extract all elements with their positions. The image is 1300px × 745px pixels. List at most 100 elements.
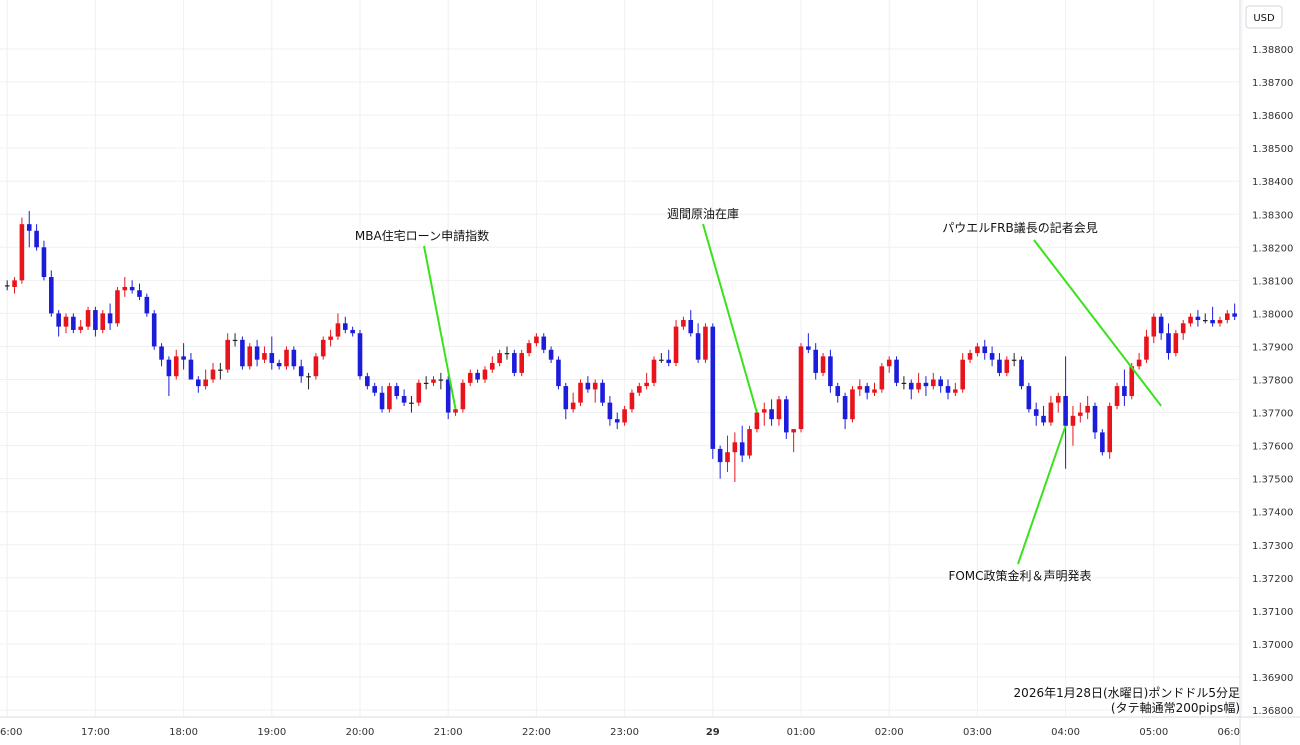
candle [1122, 369, 1127, 406]
candle [262, 346, 267, 363]
price-tick-label: 1.38800 [1252, 45, 1293, 56]
candle [541, 333, 547, 354]
candle-body [269, 353, 275, 363]
candle-body [975, 346, 980, 354]
candle-body [923, 382, 929, 387]
candle [93, 306, 98, 337]
price-tick-label: 1.37800 [1252, 376, 1293, 387]
candle [210, 362, 216, 383]
time-tick-label: 19:00 [257, 727, 286, 738]
annotation-pointer [702, 223, 758, 413]
candle [894, 356, 899, 387]
event-annotation: MBA住宅ローン申請指数 [355, 228, 489, 410]
candle-body [129, 286, 135, 291]
event-annotation: 週間原油在庫 [667, 207, 758, 413]
candle-body [188, 359, 194, 380]
candle-body [960, 359, 965, 390]
candle [776, 396, 782, 426]
candle-body [63, 316, 69, 327]
candle-body [19, 224, 25, 281]
candle [63, 313, 69, 334]
candle-body [534, 336, 539, 344]
currency-badge[interactable]: USD [1245, 5, 1283, 29]
candle [1085, 396, 1090, 420]
candle-body [56, 313, 61, 327]
candle-body [504, 353, 510, 355]
candle-body [262, 353, 267, 360]
candle [1078, 402, 1083, 423]
candle-body [379, 392, 385, 410]
candle-body [828, 356, 833, 387]
candle [710, 323, 716, 459]
candle-body [1048, 402, 1054, 423]
candle [497, 349, 502, 367]
candle-body [725, 452, 730, 463]
price-axis[interactable]: 1.36800 1.36900 1.37000 1.37100 1.37200 1.373… [1252, 45, 1293, 717]
time-tick-label: 03:00 [963, 727, 992, 738]
candle [850, 386, 855, 423]
candle-body [688, 320, 694, 334]
event-annotation: FOMC政策金利＆声明発表 [948, 425, 1092, 583]
candle-body [761, 409, 767, 413]
candle [1232, 303, 1237, 321]
candle-body [107, 313, 113, 324]
candle [585, 376, 591, 393]
candle [872, 382, 877, 397]
candle-body [1070, 415, 1076, 426]
candle-body [607, 402, 613, 420]
candle [78, 320, 83, 334]
time-tick-label: 01:00 [787, 727, 816, 738]
candle [886, 356, 892, 373]
candle [173, 349, 179, 380]
time-tick-label: 21:00 [434, 727, 463, 738]
time-tick-label: 22:00 [522, 727, 551, 738]
candle [34, 224, 39, 251]
candle-body [416, 382, 422, 403]
candle-body [1011, 359, 1017, 361]
candle-body [717, 448, 723, 463]
candle-body [769, 409, 774, 420]
candle [254, 339, 260, 367]
candle [298, 359, 304, 383]
candle [747, 425, 752, 459]
candle-body [1217, 320, 1223, 324]
candle [1092, 402, 1098, 439]
candle [276, 359, 282, 370]
candle-body [644, 382, 649, 387]
candle [592, 379, 598, 403]
candle [387, 382, 392, 413]
candle [423, 376, 429, 390]
candle [534, 333, 539, 347]
candle-body [541, 336, 547, 350]
candle [1011, 353, 1017, 367]
candle [284, 346, 289, 370]
candle-body [931, 379, 936, 387]
candle [85, 306, 91, 330]
candle-body [872, 389, 877, 393]
candle [26, 210, 32, 248]
candle [659, 353, 664, 363]
time-axis[interactable]: 6:00 17:00 18:00 19:00 20:00 21:00 22:00 23:00 2… [0, 727, 1240, 738]
candle [372, 382, 377, 397]
candle [828, 349, 833, 393]
candle [1033, 402, 1039, 426]
candle-body [276, 362, 282, 367]
candle-body [78, 326, 83, 330]
candle-body [563, 386, 569, 410]
candle [791, 429, 796, 453]
candle [431, 376, 436, 387]
candle [644, 372, 649, 390]
candle [1217, 316, 1223, 327]
candle-body [284, 349, 289, 367]
candle [409, 396, 414, 413]
candle-body [820, 356, 826, 373]
candle [526, 339, 532, 357]
candle [49, 270, 54, 317]
candle-body [173, 356, 179, 377]
candle-body [291, 349, 297, 367]
candle [203, 369, 208, 390]
candle-body [328, 336, 333, 340]
candle-body [1085, 405, 1090, 413]
candle-body [365, 376, 370, 387]
